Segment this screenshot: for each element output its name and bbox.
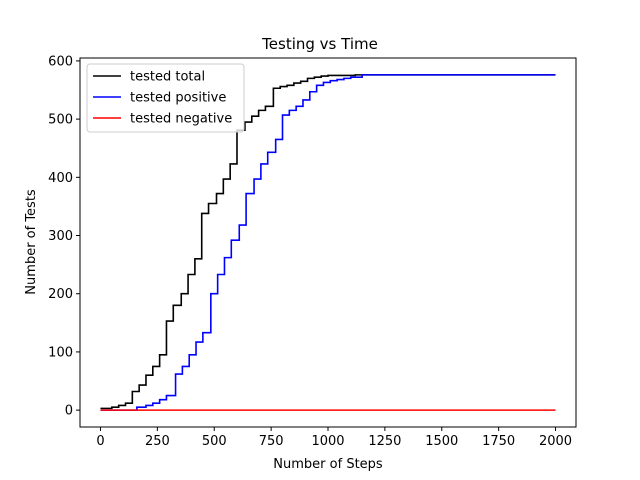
legend-label: tested total [130, 70, 205, 85]
y-tick-label: 400 [48, 171, 73, 186]
legend-label: tested positive [130, 91, 226, 106]
x-tick-label: 1750 [482, 434, 515, 449]
x-tick-label: 1500 [425, 434, 458, 449]
y-tick-label: 200 [48, 287, 73, 302]
chart-title: Testing vs Time [261, 35, 378, 53]
x-tick-label: 500 [202, 434, 227, 449]
legend: tested total tested positive tested negati… [86, 63, 245, 133]
y-tick-label: 0 [65, 404, 73, 419]
y-axis-label: Number of Tests [24, 189, 39, 295]
x-tick-label: 250 [145, 434, 170, 449]
y-tick-label: 100 [48, 345, 73, 360]
series-line-0 [100, 74, 556, 410]
legend-box [86, 63, 245, 133]
x-tick-label: 2000 [539, 434, 572, 449]
series-line-1 [100, 74, 556, 411]
x-tick-label: 750 [259, 434, 284, 449]
x-tick-label: 1250 [368, 434, 401, 449]
x-tick-label: 1000 [311, 434, 344, 449]
tick-layer: 0 250 500 750 1000 1250 1500 1750 2000 0 100 200 300… [48, 54, 572, 449]
x-axis-label: Number of Steps [273, 457, 383, 472]
x-tick-label: 0 [96, 434, 104, 449]
series-layer [100, 74, 556, 411]
y-tick-label: 600 [48, 54, 73, 69]
y-tick-label: 300 [48, 229, 73, 244]
legend-label: tested negative [130, 112, 232, 127]
y-tick-label: 500 [48, 113, 73, 128]
